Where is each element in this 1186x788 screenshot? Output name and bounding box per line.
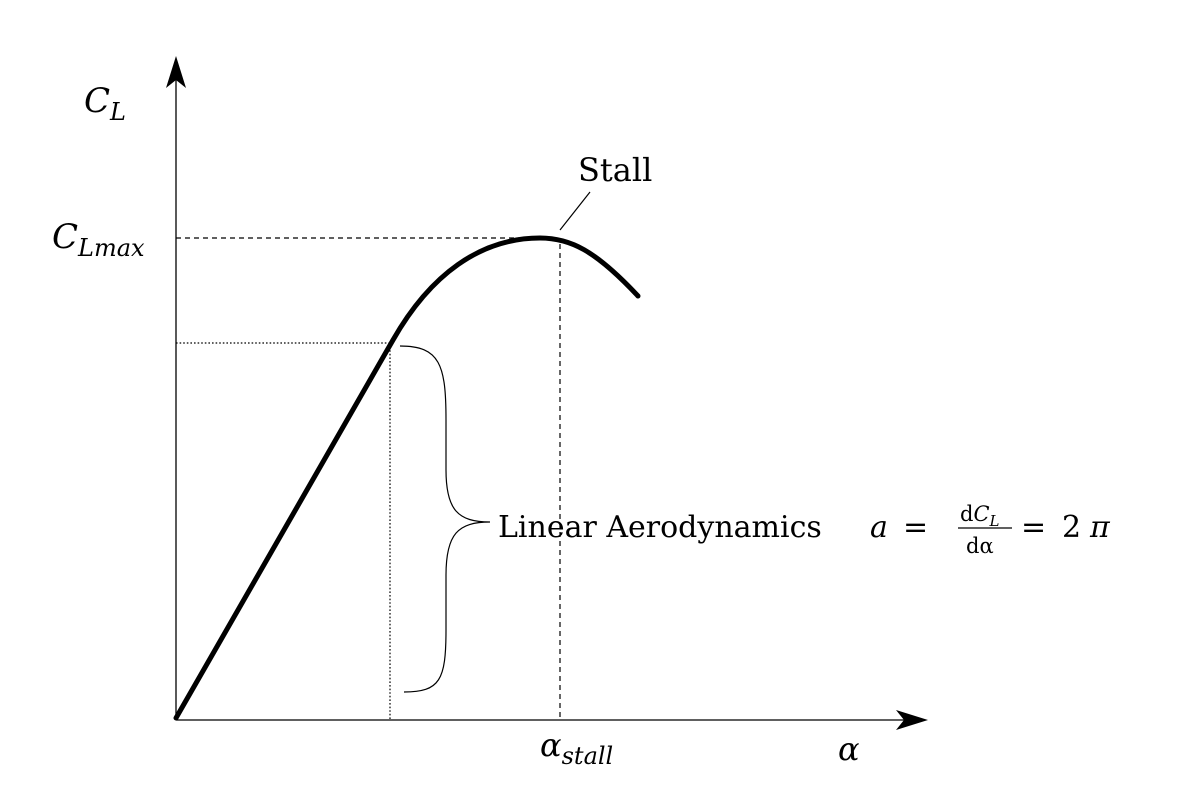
linear-aerodynamics-annotation: Linear Aerodynamics a = dCL dα = 2 π [498, 502, 1111, 558]
y-axis-label: CL [84, 81, 126, 126]
alpha-stall-label: αstall [540, 726, 613, 770]
linear-region-brace [399, 345, 491, 693]
lift-slope-symbol: a [870, 510, 888, 545]
clmax-label: CLmax [52, 217, 145, 262]
stall-label: Stall [578, 151, 652, 189]
pi-symbol: π [1089, 510, 1111, 545]
stall-pointer [559, 191, 591, 231]
fraction-denominator: dα [966, 534, 994, 558]
x-axis-label: α [838, 730, 860, 768]
lift-curve [173, 235, 641, 721]
slope-value: 2 [1062, 510, 1081, 545]
linear-aerodynamics-text: Linear Aerodynamics [498, 510, 822, 545]
y-axis-arrowhead [166, 56, 186, 88]
x-axis-arrowhead [896, 710, 928, 730]
equals-sign-2: = [1021, 510, 1046, 545]
equals-sign-1: = [903, 510, 928, 545]
fraction-numerator: dCL [960, 502, 1000, 530]
